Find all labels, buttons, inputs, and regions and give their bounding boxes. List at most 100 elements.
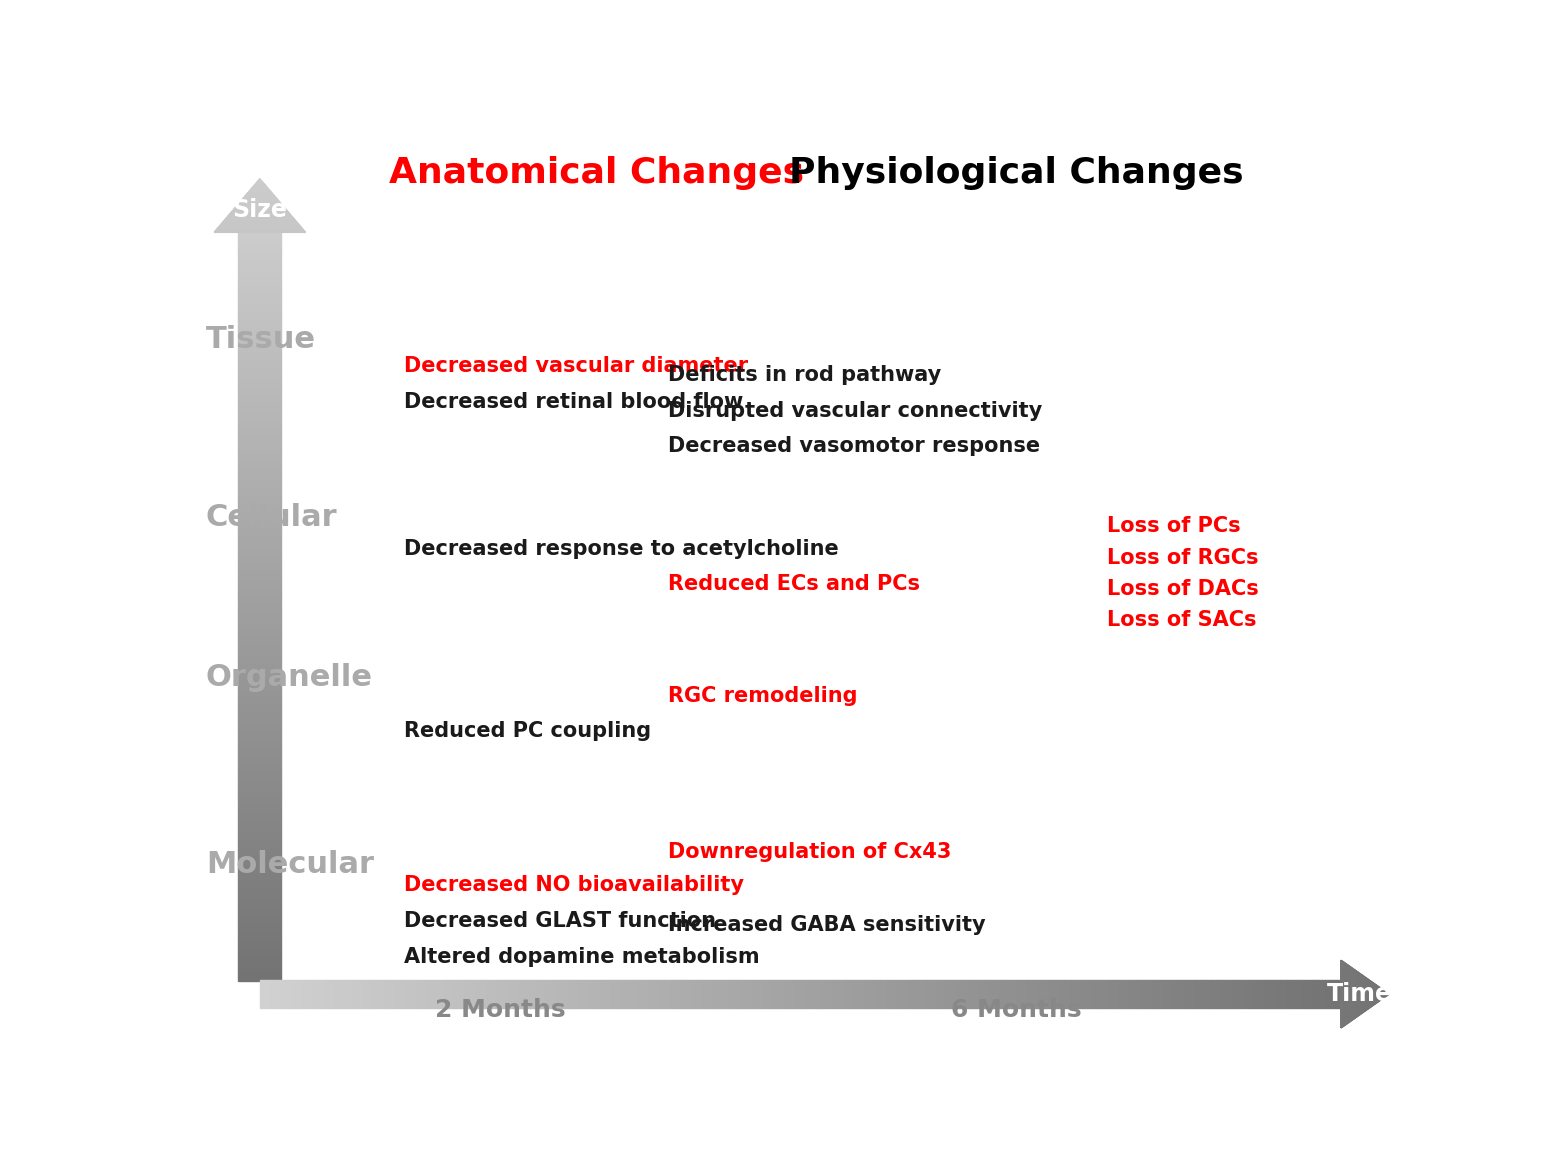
Bar bbox=[239, 921, 282, 924]
Bar bbox=[584, 980, 589, 1009]
Bar bbox=[239, 551, 282, 554]
Bar bbox=[767, 980, 773, 1009]
Bar bbox=[698, 980, 704, 1009]
Bar bbox=[239, 655, 282, 659]
Bar bbox=[239, 757, 282, 760]
Bar bbox=[239, 566, 282, 569]
Bar bbox=[730, 980, 736, 1009]
Bar bbox=[239, 678, 282, 681]
Bar bbox=[239, 884, 282, 887]
Bar bbox=[239, 345, 282, 348]
Bar bbox=[239, 397, 282, 400]
Bar bbox=[1065, 980, 1071, 1009]
Bar bbox=[1243, 980, 1249, 1009]
Bar bbox=[239, 584, 282, 588]
Bar bbox=[1125, 980, 1130, 1009]
Bar bbox=[239, 491, 282, 494]
Bar bbox=[1093, 980, 1097, 1009]
Bar bbox=[1221, 980, 1228, 1009]
Bar bbox=[746, 980, 752, 1009]
Bar bbox=[1104, 980, 1108, 1009]
Bar bbox=[239, 296, 282, 300]
Bar bbox=[239, 390, 282, 393]
Bar bbox=[1032, 980, 1038, 1009]
Bar bbox=[1000, 980, 1006, 1009]
Bar bbox=[1189, 980, 1195, 1009]
Bar bbox=[374, 980, 378, 1009]
Bar bbox=[239, 752, 282, 757]
Bar bbox=[574, 980, 578, 1009]
Bar bbox=[239, 816, 282, 820]
Bar bbox=[239, 498, 282, 502]
Bar bbox=[239, 588, 282, 591]
Bar bbox=[239, 333, 282, 337]
Bar bbox=[239, 891, 282, 894]
Bar bbox=[871, 980, 876, 1009]
Bar bbox=[660, 980, 665, 1009]
Bar bbox=[239, 899, 282, 902]
Text: Loss of PCs: Loss of PCs bbox=[1107, 516, 1240, 537]
Bar bbox=[239, 879, 282, 884]
Bar bbox=[239, 348, 282, 352]
Bar bbox=[239, 715, 282, 718]
Bar bbox=[239, 454, 282, 457]
Bar bbox=[239, 854, 282, 857]
Bar bbox=[854, 980, 860, 1009]
Bar bbox=[411, 980, 417, 1009]
Bar bbox=[239, 644, 282, 648]
Bar bbox=[725, 980, 730, 1009]
Bar bbox=[239, 790, 282, 794]
Bar bbox=[1087, 980, 1093, 1009]
Bar bbox=[687, 980, 693, 1009]
Bar bbox=[439, 980, 443, 1009]
Bar bbox=[1119, 980, 1125, 1009]
Bar bbox=[832, 980, 839, 1009]
Bar bbox=[308, 980, 313, 1009]
Bar bbox=[239, 558, 282, 561]
Bar bbox=[552, 980, 556, 1009]
Text: Decreased vascular diameter: Decreased vascular diameter bbox=[405, 356, 749, 376]
Bar bbox=[546, 980, 552, 1009]
Bar bbox=[622, 980, 628, 1009]
Bar bbox=[1097, 980, 1104, 1009]
Bar bbox=[239, 621, 282, 625]
Bar bbox=[567, 980, 574, 1009]
Bar bbox=[504, 980, 508, 1009]
Bar bbox=[1271, 980, 1276, 1009]
Bar bbox=[239, 928, 282, 933]
Bar bbox=[563, 980, 567, 1009]
Bar bbox=[930, 980, 936, 1009]
Bar bbox=[606, 980, 611, 1009]
Bar bbox=[239, 502, 282, 506]
Bar bbox=[417, 980, 422, 1009]
Bar bbox=[773, 980, 778, 1009]
Bar bbox=[1184, 980, 1189, 1009]
Text: RGC remodeling: RGC remodeling bbox=[668, 686, 857, 706]
Bar bbox=[239, 913, 282, 918]
Text: Organelle: Organelle bbox=[206, 663, 372, 692]
Bar bbox=[239, 723, 282, 727]
Bar bbox=[239, 966, 282, 970]
Bar bbox=[682, 980, 687, 1009]
Bar bbox=[239, 524, 282, 528]
Bar bbox=[239, 322, 282, 326]
Bar bbox=[1260, 980, 1265, 1009]
Bar bbox=[239, 636, 282, 640]
Bar bbox=[508, 980, 515, 1009]
Bar bbox=[239, 681, 282, 685]
Bar bbox=[919, 980, 925, 1009]
Bar bbox=[952, 980, 958, 1009]
Bar bbox=[239, 420, 282, 423]
Bar bbox=[1152, 980, 1158, 1009]
Bar bbox=[443, 980, 449, 1009]
Bar bbox=[756, 980, 763, 1009]
Bar bbox=[239, 521, 282, 524]
Bar bbox=[239, 318, 282, 322]
Bar bbox=[239, 961, 282, 966]
Bar bbox=[239, 693, 282, 697]
Bar bbox=[617, 980, 622, 1009]
Bar bbox=[239, 412, 282, 415]
Bar bbox=[789, 980, 795, 1009]
Text: Decreased NO bioavailability: Decreased NO bioavailability bbox=[405, 876, 744, 896]
Text: Size: Size bbox=[232, 198, 287, 222]
